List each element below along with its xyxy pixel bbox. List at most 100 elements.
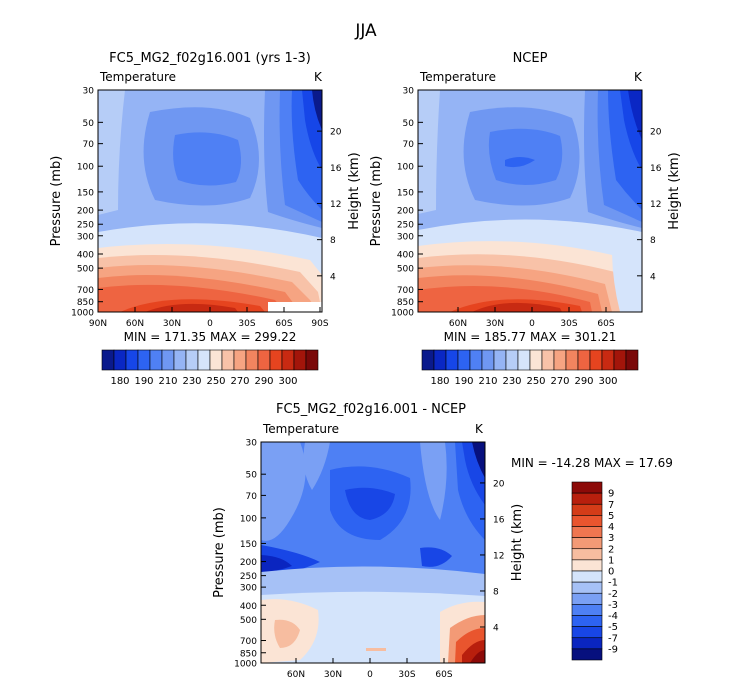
y-tick-label: 700: [397, 286, 414, 296]
y-tick-label: 1000: [391, 309, 414, 319]
y-tick-label: 200: [240, 558, 257, 568]
height-tick-label: 20: [493, 479, 505, 489]
y-tick-label: 70: [246, 492, 258, 502]
colorbar-label: 180: [430, 376, 449, 387]
colorbar-label: 7: [608, 500, 614, 511]
height-axis-label: Height (km): [510, 504, 525, 581]
colorbar-swatch: [571, 615, 603, 627]
colorbar-label: 1: [608, 555, 614, 566]
height-tick-label: 16: [493, 515, 505, 525]
colorbar-swatch: [571, 503, 603, 516]
colorbar-label: 210: [478, 376, 497, 387]
plot-frame: [417, 89, 643, 313]
height-tick-label: 8: [493, 587, 499, 597]
contour-band: [274, 619, 300, 648]
colorbar-swatch: [571, 581, 603, 594]
colorbar-swatch: [493, 349, 507, 371]
y-tick-label: 500: [77, 265, 94, 275]
colorbar-label: 290: [574, 376, 593, 387]
contour-band: [312, 90, 322, 130]
height-tick-label: 4: [650, 272, 656, 282]
y-tick-label: 850: [397, 298, 414, 308]
contour-band: [420, 547, 452, 567]
colorbar-label: 290: [254, 376, 273, 387]
y-tick-label: 300: [77, 232, 94, 242]
colorbar-swatch: [221, 349, 235, 371]
height-axis-label: Height (km): [347, 152, 362, 229]
colorbar-swatch: [281, 349, 295, 371]
y-tick-label: 150: [240, 540, 257, 550]
height-tick-label: 16: [330, 164, 342, 174]
colorbar-label: 230: [182, 376, 201, 387]
height-tick-label: 12: [650, 200, 661, 210]
colorbar-label: 3: [608, 533, 614, 544]
y-tick-label: 850: [240, 649, 257, 659]
colorbar-swatch: [269, 349, 283, 371]
colorbar-label: 270: [230, 376, 249, 387]
colorbar-label: 9: [608, 489, 614, 500]
x-tick-label: 0: [367, 670, 373, 680]
colorbar-label: -4: [608, 611, 618, 622]
colorbar-swatch: [571, 515, 603, 527]
y-tick-label: 300: [240, 584, 257, 594]
panel-diff-title: FC5_MG2_f02g16.001 - NCEP: [276, 402, 466, 417]
height-tick-label: 4: [493, 623, 499, 633]
colorbar-label: -9: [608, 644, 618, 655]
y-tick-label: 250: [77, 221, 94, 231]
contour-band: [488, 128, 563, 185]
contour-band: [345, 487, 395, 520]
x-tick-label: 60N: [449, 319, 467, 329]
colorbar-swatch: [481, 349, 495, 371]
colorbar-swatch: [517, 349, 531, 371]
height-tick-label: 20: [330, 128, 342, 138]
y-tick-label: 700: [77, 286, 94, 296]
colorbar-swatch: [571, 592, 603, 605]
colorbar-swatch: [113, 349, 127, 371]
colorbar-label: 190: [134, 376, 153, 387]
colorbar-swatch: [161, 349, 175, 371]
panel-model-units-label: K: [314, 70, 323, 84]
panel-obs-colorbar: 180 190 210 230 250 270 290 300: [421, 349, 639, 387]
y-axis-label: Pressure (mb): [369, 156, 384, 247]
y-tick-label: 150: [397, 188, 414, 198]
colorbar-swatch: [571, 559, 603, 572]
y-tick-label: 400: [397, 250, 414, 260]
colorbar-swatch: [571, 570, 603, 583]
colorbar-swatch: [571, 481, 603, 494]
x-tick-label: 30N: [324, 670, 342, 680]
x-tick-label: 90S: [311, 319, 328, 329]
colorbar-swatch: [209, 349, 223, 371]
y-tick-label: 200: [397, 207, 414, 217]
contour-band: [420, 442, 447, 520]
season-title: JJA: [354, 21, 377, 41]
colorbar-swatch: [469, 349, 483, 371]
colorbar-label: -2: [608, 589, 618, 600]
panel-diff-units-label: K: [475, 422, 484, 436]
colorbar-label: 5: [608, 511, 614, 522]
y-tick-label: 50: [403, 119, 415, 129]
y-tick-label: 1000: [234, 660, 257, 670]
contour-band: [261, 555, 292, 572]
colorbar-swatch: [529, 349, 543, 371]
height-tick-label: 8: [330, 236, 336, 246]
colorbar-label: 0: [608, 567, 614, 578]
x-tick-label: 60S: [435, 670, 452, 680]
colorbar-swatch: [125, 349, 139, 371]
colorbar-label: 210: [158, 376, 177, 387]
y-tick-label: 200: [77, 207, 94, 217]
x-tick-label: 30S: [560, 319, 577, 329]
x-tick-label: 60N: [126, 319, 144, 329]
x-tick-label: 60S: [597, 319, 614, 329]
colorbar-swatch: [257, 349, 271, 371]
colorbar-swatch: [589, 349, 603, 371]
colorbar-swatch: [433, 349, 447, 371]
contour-band: [418, 90, 440, 214]
colorbar-label: 4: [608, 522, 614, 533]
x-tick-label: 30N: [163, 319, 181, 329]
panel-model-field: [98, 90, 322, 312]
panel-model-colorbar: 180 190 210 230 250 270 290 300: [101, 349, 319, 387]
